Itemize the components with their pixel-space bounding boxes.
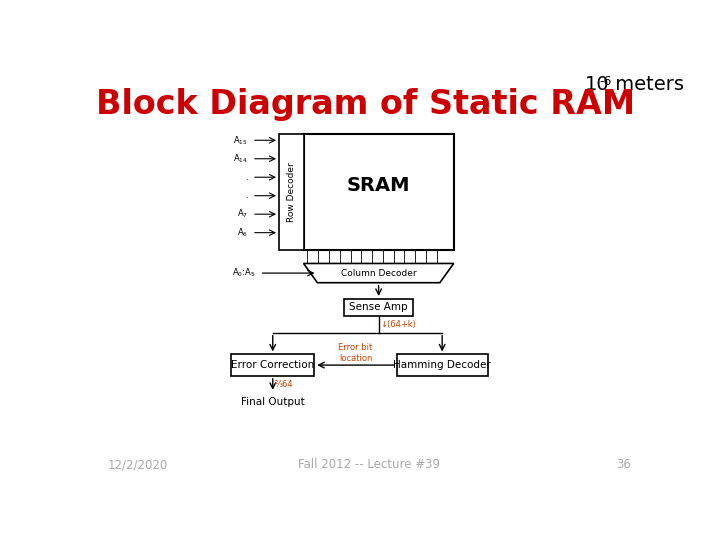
Text: ↓(64+k): ↓(64+k) <box>380 320 416 329</box>
Text: A$_6$: A$_6$ <box>237 226 248 239</box>
Text: .: . <box>246 191 248 200</box>
Text: SRAM: SRAM <box>347 176 410 195</box>
Text: 10: 10 <box>585 75 609 94</box>
Bar <box>279 134 304 249</box>
Text: Error bit
location: Error bit location <box>338 343 373 363</box>
Text: A$_{14}$: A$_{14}$ <box>233 152 248 165</box>
Text: meters: meters <box>609 75 684 94</box>
Bar <box>231 354 315 376</box>
Text: Column Decoder: Column Decoder <box>341 268 416 278</box>
Text: Row Decoder: Row Decoder <box>287 162 296 222</box>
Text: Final Output: Final Output <box>241 397 305 408</box>
Text: Hamming Decoder: Hamming Decoder <box>393 360 491 370</box>
Text: Error Correction: Error Correction <box>231 360 315 370</box>
Bar <box>397 354 487 376</box>
Text: 36: 36 <box>616 458 631 471</box>
Text: A$_7$: A$_7$ <box>237 208 248 220</box>
Text: .: . <box>246 173 248 182</box>
Text: Sense Amp: Sense Amp <box>349 302 408 312</box>
Text: A$_{15}$: A$_{15}$ <box>233 134 248 146</box>
Text: A$_0$:A$_5$: A$_0$:A$_5$ <box>232 267 256 279</box>
Bar <box>304 134 454 249</box>
Text: ⅔64: ⅔64 <box>275 380 294 389</box>
Polygon shape <box>304 264 454 283</box>
Bar <box>344 299 413 316</box>
Text: Block Diagram of Static RAM: Block Diagram of Static RAM <box>96 88 635 121</box>
Text: 12/2/2020: 12/2/2020 <box>107 458 168 471</box>
Text: Fall 2012 -- Lecture #39: Fall 2012 -- Lecture #39 <box>298 458 440 471</box>
Text: -6: -6 <box>599 75 611 88</box>
